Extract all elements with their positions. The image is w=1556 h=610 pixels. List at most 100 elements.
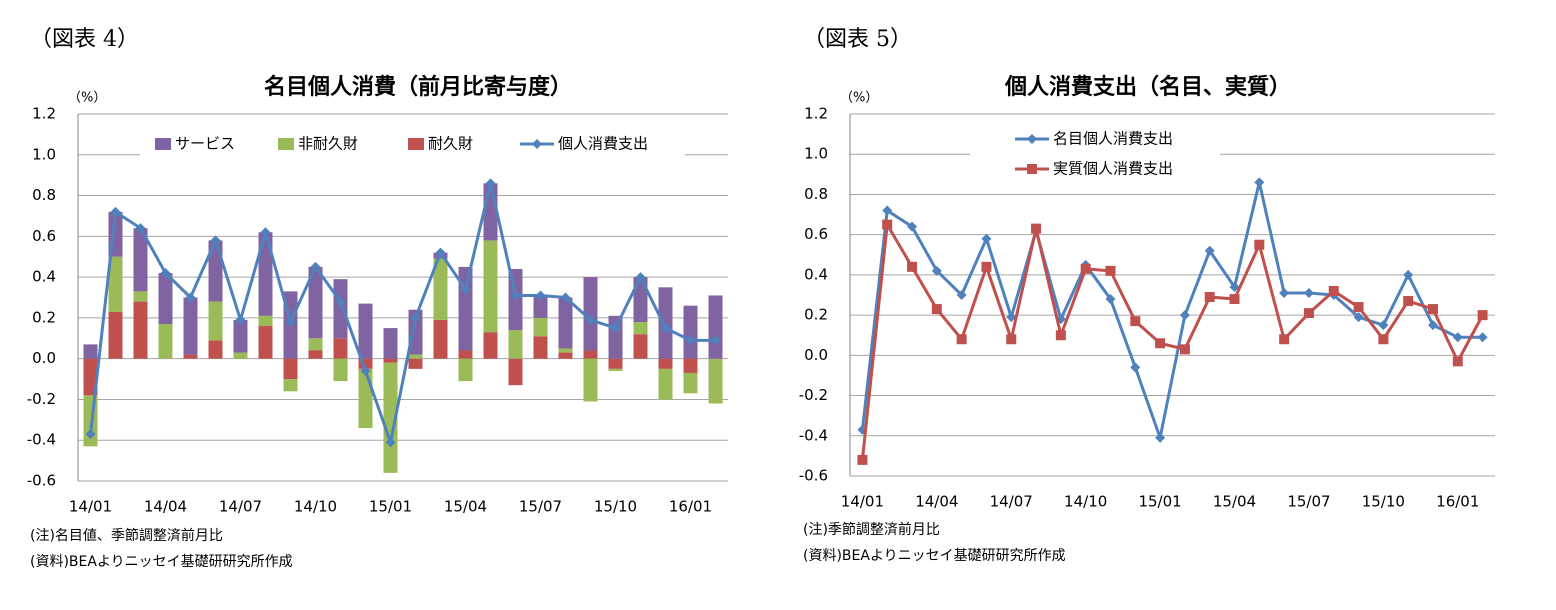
y-tick-label: -0.2 <box>27 390 56 408</box>
marker <box>1130 316 1141 327</box>
x-tick-label: 16/01 <box>669 498 712 516</box>
marker <box>1378 334 1389 345</box>
bar <box>633 334 648 359</box>
bar <box>83 344 98 359</box>
x-tick-label: 15/10 <box>594 498 637 516</box>
x-tick-label: 16/01 <box>1436 493 1479 511</box>
marker <box>335 296 346 307</box>
y-tick-label: 0.2 <box>32 308 56 326</box>
legend-label: 耐久財 <box>428 135 473 153</box>
bar <box>258 315 273 327</box>
bar <box>358 358 373 369</box>
legend-swatch <box>278 138 294 150</box>
x-tick-label: 15/10 <box>1362 493 1405 511</box>
marker <box>1303 287 1314 298</box>
y-tick-label: 0.2 <box>804 306 828 324</box>
bar <box>608 368 623 371</box>
marker <box>1452 356 1463 367</box>
y-tick-label: 1.2 <box>32 105 56 123</box>
marker <box>560 292 571 303</box>
marker <box>135 223 146 234</box>
bar <box>333 279 348 339</box>
marker <box>485 178 496 189</box>
bar <box>558 348 573 353</box>
bar <box>308 338 323 351</box>
marker <box>1378 320 1389 331</box>
note: (資料)BEAよりニッセイ基礎研研究所作成 <box>803 547 1066 564</box>
x-tick-label: 14/04 <box>915 493 958 511</box>
marker <box>1403 269 1414 280</box>
bar <box>658 368 673 400</box>
x-tick-label: 15/07 <box>1287 493 1330 511</box>
bar <box>258 232 273 316</box>
marker <box>1229 281 1240 292</box>
y-tick-label: -0.4 <box>27 431 56 449</box>
line <box>89 182 716 448</box>
note: (資料)BEAよりニッセイ基礎研研究所作成 <box>30 553 293 570</box>
bar <box>708 358 723 404</box>
bar <box>633 277 648 322</box>
marker <box>1031 223 1042 234</box>
legend-swatch <box>155 138 171 150</box>
bar <box>583 350 598 359</box>
marker <box>235 314 246 325</box>
marker <box>956 290 967 300</box>
bar <box>633 321 648 335</box>
bar <box>308 266 323 339</box>
bar <box>533 317 548 337</box>
bar <box>158 273 173 325</box>
bar <box>183 297 198 355</box>
y-tick-label: 0.6 <box>804 225 828 243</box>
bar <box>358 368 373 428</box>
legend-label: 非耐久財 <box>298 135 358 153</box>
bar <box>133 291 148 302</box>
unit-label: （%） <box>68 91 106 106</box>
bar <box>283 358 298 380</box>
x-tick-label: 14/10 <box>1064 493 1107 511</box>
legend-marker <box>1027 164 1037 174</box>
line <box>860 219 1484 461</box>
x-tick-label: 15/04 <box>1213 493 1256 511</box>
bar <box>558 297 573 349</box>
marker <box>1204 245 1215 256</box>
legend-bg <box>970 125 1220 185</box>
x-tick-label: 15/07 <box>519 498 562 516</box>
y-tick-label: 0.8 <box>804 185 828 203</box>
bar <box>233 319 248 353</box>
bar <box>258 326 273 359</box>
bar <box>583 277 598 351</box>
bar <box>683 305 698 359</box>
marker <box>185 292 196 303</box>
marker <box>660 323 671 334</box>
marker <box>1279 334 1290 345</box>
bar <box>333 338 348 359</box>
y-tick-label: 0.0 <box>804 346 828 364</box>
bar <box>108 311 123 359</box>
marker <box>1477 332 1488 343</box>
marker <box>285 316 296 327</box>
marker <box>1229 294 1240 305</box>
bar <box>133 301 148 359</box>
y-tick-label: -0.6 <box>799 467 828 485</box>
marker <box>635 272 646 283</box>
y-tick-label: 0.0 <box>32 349 56 367</box>
marker <box>882 205 893 216</box>
bar <box>158 324 173 359</box>
marker <box>931 265 942 276</box>
y-tick-label: -0.4 <box>799 426 828 444</box>
bar <box>483 332 498 359</box>
marker <box>1179 310 1190 321</box>
x-tick-label: 15/01 <box>1138 493 1181 511</box>
bar <box>208 301 223 341</box>
unit-label: （%） <box>840 91 878 106</box>
marker <box>1155 338 1166 349</box>
y-tick-label: 0.4 <box>804 265 828 283</box>
marker <box>1105 265 1116 276</box>
marker <box>1353 312 1364 323</box>
marker <box>1452 332 1463 343</box>
x-tick-label: 14/04 <box>144 498 187 516</box>
marker <box>1006 312 1017 323</box>
marker <box>1254 239 1265 250</box>
y-tick-label: 0.8 <box>32 186 56 204</box>
